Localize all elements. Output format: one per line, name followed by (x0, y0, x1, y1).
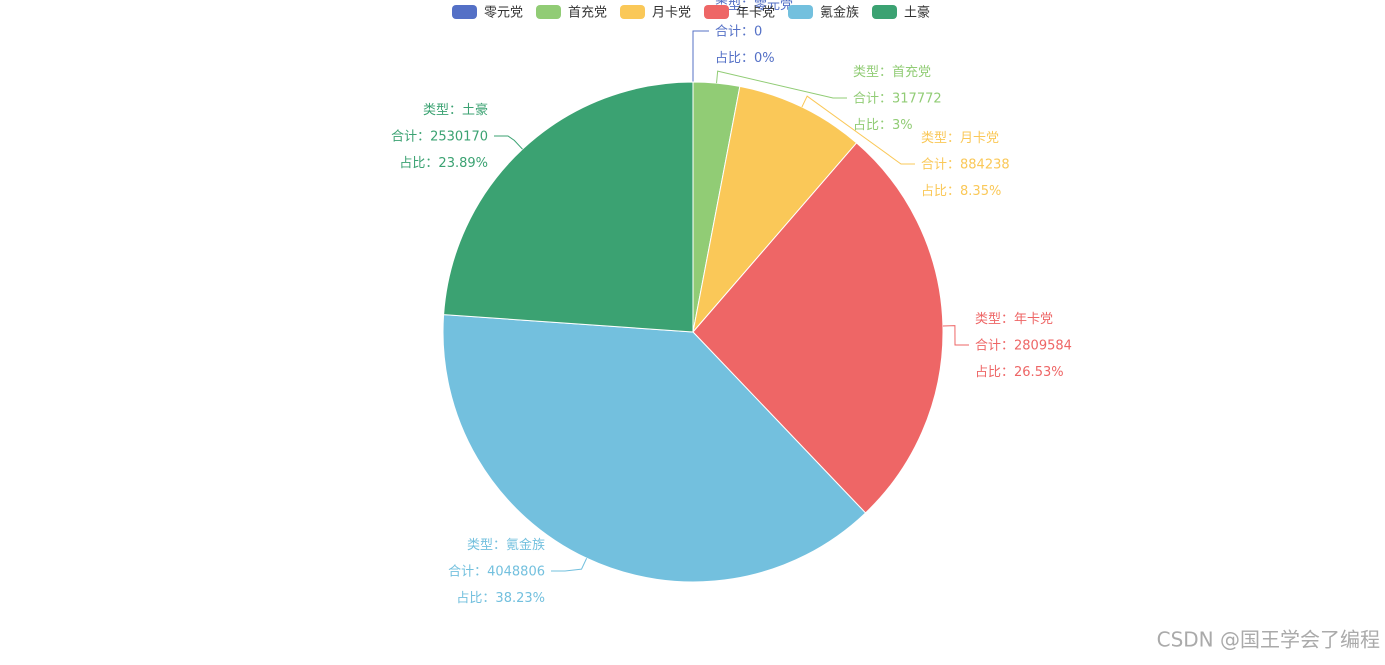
label-part: 占比： (921, 184, 960, 199)
label-part: 合计： (921, 157, 960, 172)
label-part: 氪金族 (506, 537, 545, 553)
label-part: 23.89% (438, 156, 488, 171)
data-label: 占比：8.35% (921, 184, 1001, 199)
label-line (551, 558, 588, 572)
legend-label: 零元党 (484, 6, 523, 21)
pie-slice (442, 314, 867, 583)
data-label: 合计：4048806 (448, 564, 545, 579)
legend-swatch (704, 5, 729, 19)
label-part: 884238 (960, 157, 1010, 172)
data-label: 合计：2809584 (975, 338, 1072, 353)
data-label: 合计：0 (715, 24, 762, 39)
label-part: 类型： (467, 538, 506, 553)
label-part: 年卡党 (1014, 312, 1053, 327)
label-part: 类型： (853, 65, 892, 80)
legend-label: 土豪 (904, 5, 930, 21)
legend-swatch (872, 5, 897, 19)
label-part: 占比： (456, 591, 495, 606)
data-label: 类型：月卡党 (921, 131, 999, 146)
label-part: 2530170 (430, 129, 488, 144)
legend-swatch (620, 5, 645, 19)
label-line (494, 135, 523, 150)
data-label: 类型：氪金族 (467, 537, 545, 553)
label-part: 38.23% (495, 591, 545, 606)
data-label: 类型：年卡党 (975, 312, 1053, 327)
label-part: 占比： (853, 118, 892, 133)
data-label: 占比：3% (853, 118, 913, 133)
label-part: 类型： (975, 312, 1014, 327)
label-part: 合计： (391, 129, 430, 144)
label-part: 26.53% (1014, 365, 1064, 380)
label-line (942, 325, 969, 346)
legend-swatch (788, 5, 813, 19)
label-part: 0 (754, 24, 762, 39)
label-line (801, 95, 915, 165)
label-part: 合计： (715, 24, 754, 39)
label-part: 首充党 (892, 64, 931, 80)
label-part: 零元党 (754, 0, 793, 13)
legend-swatch (452, 5, 477, 19)
label-part: 月卡党 (960, 131, 999, 146)
legend-label: 月卡党 (652, 6, 691, 21)
label-part: 类型： (423, 103, 462, 118)
data-label: 占比：38.23% (456, 591, 545, 606)
data-label: 合计：2530170 (391, 129, 488, 144)
legend-swatch (536, 5, 561, 19)
label-part: 合计： (448, 564, 487, 579)
data-label: 类型：土豪 (423, 102, 488, 118)
label-part: 占比： (399, 156, 438, 171)
data-label: 占比：26.53% (975, 365, 1064, 380)
label-part: 2809584 (1014, 338, 1072, 353)
data-label: 合计：884238 (921, 157, 1010, 172)
data-label: 占比：0% (715, 51, 775, 66)
data-label: 占比：23.89% (399, 156, 488, 171)
label-part: 合计： (975, 338, 1014, 353)
label-part: 占比： (975, 365, 1014, 380)
label-part: 合计： (853, 91, 892, 106)
label-part: 4048806 (487, 564, 545, 579)
data-label: 类型：首充党 (853, 64, 931, 80)
label-part: 土豪 (462, 102, 488, 118)
label-line (692, 30, 709, 82)
label-part: 占比： (715, 51, 754, 66)
legend-label: 首充党 (568, 5, 607, 21)
label-part: 0% (754, 51, 775, 66)
label-part: 317772 (892, 91, 942, 106)
legend-label: 年卡党 (736, 6, 775, 21)
watermark: CSDN @国王学会了编程 (1157, 628, 1380, 652)
legend-label: 氪金族 (820, 5, 859, 21)
pie-slice (443, 81, 694, 333)
label-part: 3% (892, 118, 913, 133)
label-part: 类型： (921, 131, 960, 146)
label-line (716, 70, 847, 99)
data-label: 合计：317772 (853, 91, 942, 106)
label-part: 8.35% (960, 184, 1001, 199)
